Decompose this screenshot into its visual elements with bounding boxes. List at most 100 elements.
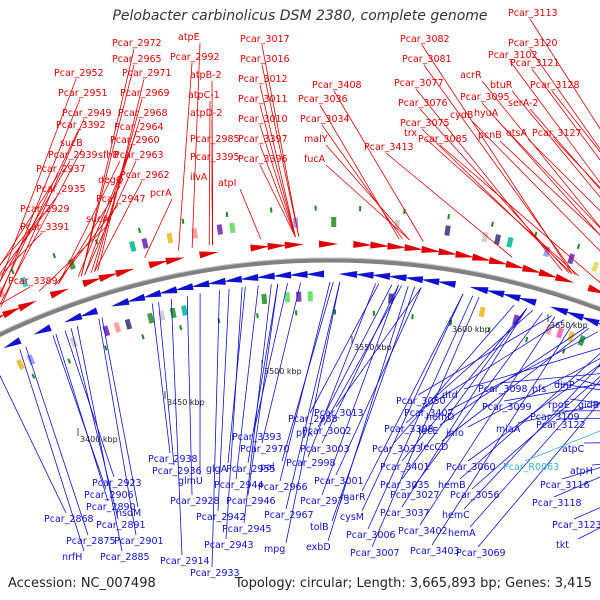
reverse-gene-arrow: [3, 337, 22, 349]
forward-gene-label: Pcar_2951: [58, 88, 108, 99]
reverse-gene-label: pal: [260, 462, 275, 473]
forward-gene-label: otsA: [506, 128, 527, 139]
forward-gene-label: Pcar_2949: [62, 108, 112, 119]
gc-marker: [181, 218, 185, 224]
reverse-gene-label: Pcar_3007: [350, 548, 400, 559]
reverse-gene-label: Pcar_3403: [410, 546, 460, 557]
reverse-feature-block: [124, 318, 133, 330]
reverse-gene-label: hsdM: [116, 508, 141, 519]
forward-gene-label: atpC-1: [188, 90, 220, 101]
forward-leader-line: [385, 152, 513, 258]
forward-gene-label: fucA: [304, 154, 326, 165]
reverse-gene-label: Pcar_2938: [148, 454, 198, 465]
forward-feature-block: [141, 238, 149, 249]
reverse-leader-line: [467, 358, 600, 428]
forward-leader-line: [481, 102, 600, 236]
reverse-feature-block: [556, 327, 564, 339]
forward-gene-arrow: [353, 240, 373, 248]
reverse-gene-label: nrfH: [62, 552, 82, 563]
forward-gene-arrow: [0, 314, 6, 318]
forward-gene-label: pcnB: [478, 130, 502, 141]
reverse-leader-line: [463, 347, 600, 390]
forward-gene-label: Pcar_3120: [508, 38, 558, 49]
forward-leader-line: [553, 138, 600, 189]
forward-gene-label: Pcar_3102: [488, 50, 538, 61]
forward-gene-arrow: [165, 257, 185, 265]
reverse-leader-line: [19, 349, 85, 552]
reverse-gene-arrow: [485, 290, 505, 298]
forward-gene-label: Pcar_3034: [300, 114, 350, 125]
forward-feature-block: [331, 216, 337, 228]
reverse-gene-label: Pcar_3398: [384, 424, 434, 435]
reverse-gene-arrow: [469, 287, 489, 295]
forward-feature-block: [591, 261, 600, 273]
reverse-gene-label: Pcar_3027: [390, 490, 440, 501]
forward-leader-line: [259, 144, 296, 237]
reverse-leader-line: [561, 467, 600, 480]
reverse-gene-label: Pcar_2966: [258, 482, 308, 493]
forward-leader-line: [94, 180, 143, 272]
forward-gene-label: Pcar_3395: [190, 152, 240, 163]
reverse-leader-line: [459, 352, 600, 480]
reverse-feature-block: [284, 292, 291, 303]
reverse-leader-line: [431, 322, 574, 546]
reverse-feature-block: [478, 306, 486, 318]
forward-gene-arrow: [455, 250, 475, 258]
reverse-gene-label: pfs: [532, 384, 546, 395]
forward-gene-label: Pcar_3413: [364, 142, 414, 153]
forward-gene-label: Pcar_3075: [400, 118, 450, 129]
reverse-gene-arrow: [549, 306, 569, 316]
reverse-gene-label: Pcar_2868: [44, 514, 94, 525]
forward-gene-label: Pcar_3076: [398, 98, 448, 109]
reverse-gene-arrow: [565, 311, 585, 321]
reverse-gene-label: hemC: [442, 510, 470, 521]
forward-gene-label: Pcar_2964: [114, 122, 164, 133]
reverse-leader-line: [447, 331, 599, 412]
forward-leader-line: [421, 128, 573, 275]
forward-gene-label: atpI: [218, 178, 236, 189]
reverse-leader-line: [101, 317, 139, 508]
reverse-gene-label: Pcar_2933: [190, 568, 240, 579]
forward-gene-label: Pcar_3396: [238, 154, 288, 165]
forward-gene-label: Pcar_2985: [190, 134, 240, 145]
reverse-gene-label: Pcar_3069: [456, 548, 506, 559]
reverse-gene-arrow: [64, 312, 83, 323]
reverse-gene-label: Pcar_2970: [240, 444, 290, 455]
reverse-leader-line: [70, 328, 119, 520]
kbp-tick-label: 3500 kbp: [264, 367, 302, 376]
gc-marker: [372, 310, 375, 316]
reverse-gene-label: Pcar_2998: [286, 458, 336, 469]
reverse-leader-line: [76, 325, 123, 552]
forward-leader-line: [58, 160, 121, 285]
reverse-leader-line: [417, 315, 553, 396]
genome-summary: Topology: circular; Length: 3,665,893 bp…: [234, 576, 592, 591]
forward-gene-label: sucB: [60, 138, 83, 149]
forward-gene-label: Pcar_2962: [120, 170, 170, 181]
forward-gene-label: degQ: [98, 175, 123, 186]
forward-gene-arrow: [318, 240, 339, 248]
reverse-leader-line: [217, 288, 230, 512]
reverse-leader-line: [425, 319, 565, 408]
forward-gene-label: btuR: [490, 80, 513, 91]
forward-gene-arrow: [115, 268, 135, 278]
reverse-leader-line: [253, 283, 288, 432]
reverse-gene-arrow: [256, 272, 275, 280]
gc-marker: [225, 211, 229, 218]
reverse-gene-label: Pcar_2944: [214, 480, 264, 491]
reverse-leader-line: [499, 373, 600, 384]
forward-leader-line: [529, 108, 600, 190]
reverse-leader-line: [393, 304, 515, 444]
reverse-leader-line: [583, 442, 600, 444]
forward-leader-line: [0, 194, 59, 275]
reverse-gene-label: Pcar_2942: [196, 512, 246, 523]
forward-gene-label: atpB-2: [190, 70, 222, 81]
reverse-gene-label: miaA: [496, 424, 521, 435]
reverse-gene-label: Pcar_3402: [398, 526, 448, 537]
reverse-gene-arrow: [338, 270, 358, 278]
forward-gene-label: Pcar_2971: [122, 68, 172, 79]
reverse-gene-label: cysM: [340, 512, 364, 523]
forward-leader-line: [0, 232, 43, 277]
forward-label-group: Pcar_3389Pcar_3391Pcar_2929Pcar_2935Pcar…: [0, 8, 600, 308]
reverse-leader-line: [321, 285, 399, 496]
forward-feature-block: [20, 276, 29, 288]
